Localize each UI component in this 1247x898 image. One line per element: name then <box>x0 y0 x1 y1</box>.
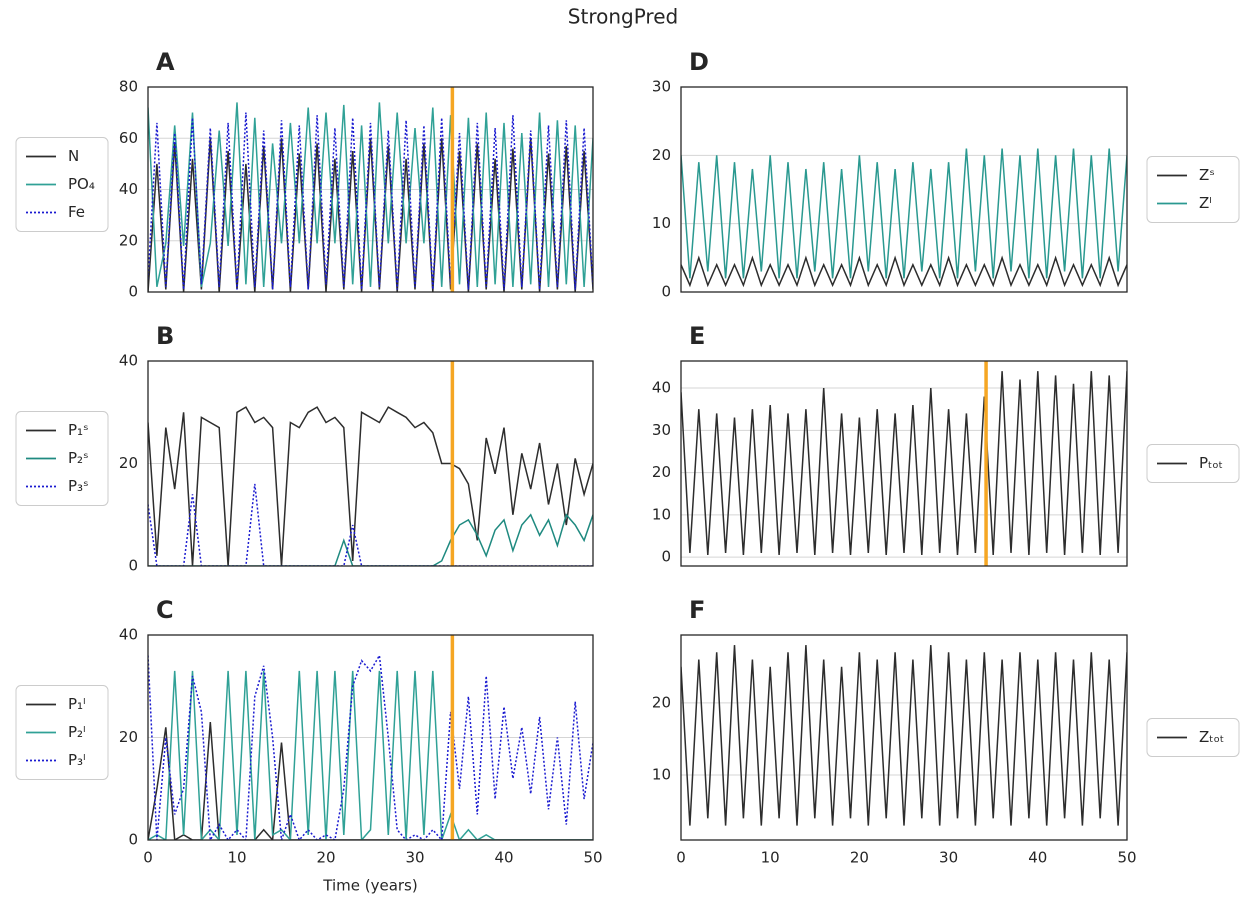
panel-letter: A <box>156 48 175 76</box>
legend-label: P₂ˡ <box>68 723 86 741</box>
panel-letter: D <box>689 48 709 76</box>
legend: Zₜₒₜ <box>1146 718 1240 757</box>
legend: N PO₄ Fe <box>15 137 109 232</box>
legend-label: N <box>68 147 79 165</box>
data-layer <box>148 406 593 566</box>
series-line <box>681 645 1127 826</box>
series-line <box>148 102 593 288</box>
x-tick-label: 50 <box>1117 849 1136 867</box>
y-tick-label: 30 <box>652 421 671 439</box>
legend-box <box>15 411 109 506</box>
legend-label: P₂ˢ <box>68 449 89 467</box>
legend: P₁ˢ P₂ˢ P₃ˢ <box>15 411 109 506</box>
legend-label: P₁ˡ <box>68 695 86 713</box>
legend-label: Zₜₒₜ <box>1199 728 1224 746</box>
axes-frame <box>680 86 1128 293</box>
y-tick-label: 10 <box>652 766 671 784</box>
x-axis-label: Time (years) <box>322 877 417 895</box>
x-tick-label: 0 <box>676 849 686 867</box>
legend: Zˢ Zˡ <box>1146 156 1240 223</box>
x-tick-label: 50 <box>583 849 602 867</box>
series-line <box>681 371 1127 556</box>
y-tick-label: 10 <box>652 214 671 232</box>
panel: D 0 10 20 30 Zˢ Zˡ <box>652 48 1240 301</box>
series-line <box>148 138 593 292</box>
data-layer <box>681 148 1127 288</box>
series-line <box>681 148 1127 279</box>
legend-box <box>1146 718 1240 757</box>
legend: Pₜₒₜ <box>1146 444 1240 483</box>
series-line <box>681 255 1127 288</box>
x-tick-label: 40 <box>1028 849 1047 867</box>
y-tick-label: 40 <box>119 352 138 370</box>
y-tick-label: 30 <box>652 78 671 96</box>
y-tick-label: 0 <box>128 557 138 575</box>
x-tick-label: 40 <box>494 849 513 867</box>
panel: C 0 20 40 0 10 20 30 40 50 Time (years) P₁ˡ P₂ˡ P₃ˡ <box>15 596 603 895</box>
series-line <box>148 513 593 566</box>
legend-label: Zˡ <box>1199 194 1212 212</box>
panel: F 10 20 0 10 20 30 40 50 Zₜₒₜ <box>652 596 1240 867</box>
legend-label: P₃ˢ <box>68 477 89 495</box>
legend-label: Pₜₒₜ <box>1199 454 1223 472</box>
x-tick-label: 0 <box>143 849 153 867</box>
y-tick-label: 40 <box>652 379 671 397</box>
axes-frame <box>680 360 1128 567</box>
legend-label: Fe <box>68 203 85 221</box>
y-tick-label: 0 <box>661 283 671 301</box>
y-tick-label: 40 <box>119 180 138 198</box>
x-tick-label: 20 <box>850 849 869 867</box>
axes-frame <box>147 86 594 293</box>
y-tick-label: 0 <box>661 548 671 566</box>
legend-box <box>15 685 109 780</box>
y-tick-label: 20 <box>119 231 138 249</box>
legend: P₁ˡ P₂ˡ P₃ˡ <box>15 685 109 780</box>
y-tick-label: 0 <box>128 831 138 849</box>
panel-letter: F <box>689 596 705 624</box>
y-tick-label: 20 <box>119 454 138 472</box>
x-tick-label: 10 <box>227 849 246 867</box>
y-tick-label: 20 <box>119 728 138 746</box>
y-tick-label: 80 <box>119 78 138 96</box>
x-tick-label: 20 <box>316 849 335 867</box>
panel-letter: C <box>156 596 174 624</box>
y-tick-label: 10 <box>652 505 671 523</box>
data-layer <box>148 102 593 292</box>
y-tick-label: 20 <box>652 146 671 164</box>
y-tick-label: 60 <box>119 129 138 147</box>
panel: A 0 20 40 60 80 N PO₄ Fe <box>15 48 594 301</box>
series-line <box>148 406 593 566</box>
panel-letter: B <box>156 322 174 350</box>
y-tick-label: 20 <box>652 463 671 481</box>
series-line <box>148 483 593 566</box>
panel: B 0 20 40 P₁ˢ P₂ˢ P₃ˢ <box>15 322 594 575</box>
legend-box <box>15 137 109 232</box>
x-tick-label: 10 <box>761 849 780 867</box>
series-line <box>148 112 593 290</box>
legend-label: Zˢ <box>1199 166 1215 184</box>
axes-frame <box>680 634 1128 841</box>
legend-label: P₃ˡ <box>68 751 86 769</box>
legend-box <box>1146 444 1240 483</box>
axes-frame <box>147 634 594 841</box>
panel: E 0 10 20 30 40 Pₜₒₜ <box>652 322 1240 567</box>
y-tick-label: 20 <box>652 693 671 711</box>
legend-label: PO₄ <box>68 175 95 193</box>
series-line <box>148 653 593 840</box>
legend-label: P₁ˢ <box>68 421 89 439</box>
series-line <box>148 670 593 840</box>
data-layer <box>681 371 1127 556</box>
x-tick-label: 30 <box>939 849 958 867</box>
x-tick-label: 30 <box>405 849 424 867</box>
figure-title: StrongPred <box>568 5 678 29</box>
y-tick-label: 40 <box>119 626 138 644</box>
data-layer <box>148 653 593 840</box>
axes-frame <box>147 360 594 567</box>
panel-letter: E <box>689 322 705 350</box>
data-layer <box>681 645 1127 826</box>
legend-box <box>1146 156 1240 223</box>
y-tick-label: 0 <box>128 283 138 301</box>
